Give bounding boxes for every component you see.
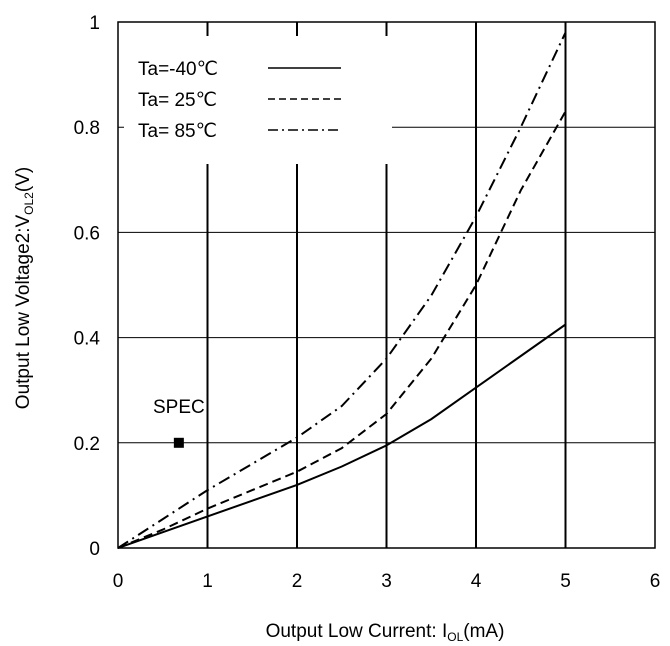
- x-tick-label: 3: [381, 571, 392, 592]
- y-tick-label: 0.2: [74, 434, 100, 455]
- legend: Ta=-40℃ Ta= 25℃ Ta= 85℃: [124, 36, 392, 164]
- spec-marker: [173, 437, 184, 448]
- legend-label: Ta= 85℃: [138, 121, 217, 142]
- plot-frame: [117, 21, 656, 549]
- legend-label: Ta= 25℃: [138, 90, 217, 111]
- y-tick-label: 0.6: [74, 223, 100, 244]
- y-tick-label: 1: [89, 13, 100, 34]
- legend-label: Ta=-40℃: [138, 59, 218, 80]
- series-line-2: [117, 110, 567, 549]
- plot-border: [117, 21, 656, 549]
- x-tick-label: 0: [113, 571, 124, 592]
- x-tick-label: 5: [560, 571, 571, 592]
- x-axis-label: Output Low Current: IOL(mA): [266, 621, 505, 644]
- y-tick-label: 0.8: [74, 118, 100, 139]
- series-line-1: [117, 323, 567, 549]
- y-tick-label: 0.4: [74, 329, 101, 350]
- x-tick-label: 4: [471, 571, 482, 592]
- annotation-layer: SPEC: [153, 397, 205, 448]
- legend-background: [124, 36, 392, 164]
- spec-label: SPEC: [153, 397, 205, 418]
- y-tick-label: 0: [89, 539, 100, 560]
- x-tick-label: 1: [202, 571, 213, 592]
- series-layer: [117, 32, 567, 549]
- x-tick-label: 6: [650, 571, 661, 592]
- y-tick-labels: 0 0.2 0.4 0.6 0.8 1: [74, 13, 101, 560]
- x-tick-labels: 0 1 2 3 4 5 6: [113, 571, 661, 592]
- x-tick-label: 2: [292, 571, 303, 592]
- y-axis-label: Output Low Voltage2:VOL2(V): [13, 167, 36, 409]
- series-line-3: [117, 32, 567, 549]
